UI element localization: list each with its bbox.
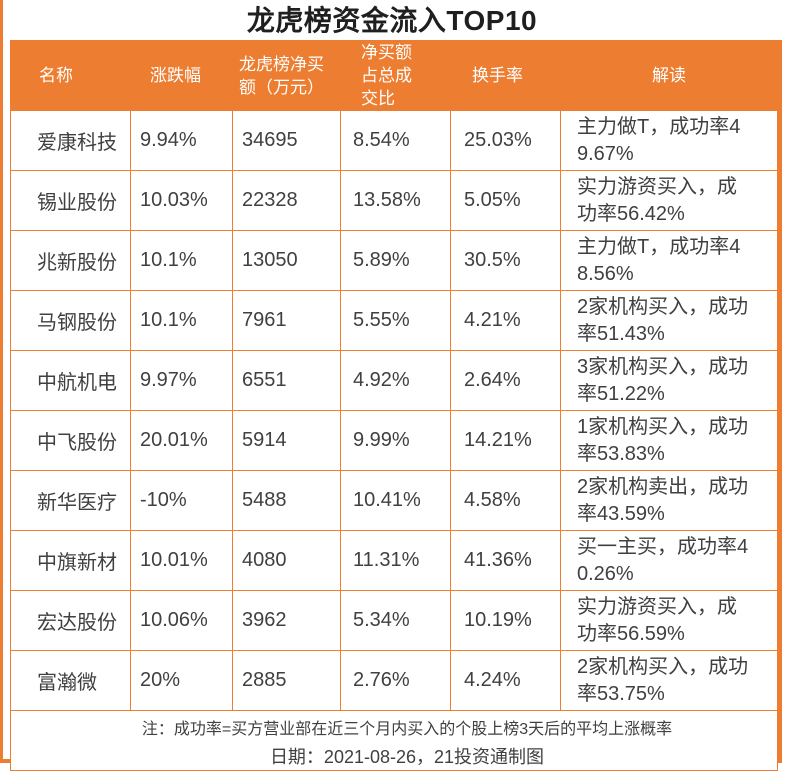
net-buy-amount-cell: 22328 bbox=[232, 170, 341, 231]
net-buy-ratio-cell: 11.31% bbox=[340, 530, 451, 591]
frame-border-left bbox=[0, 0, 3, 763]
frame-border-right bbox=[778, 40, 782, 763]
turnover-rate-cell: 10.19% bbox=[450, 590, 561, 651]
interpretation-cell: 主力做T，成功率48.56% bbox=[560, 230, 778, 291]
table-row: 马钢股份 10.1% 7961 5.55% 4.21% 2家机构买入，成功率51.43% bbox=[10, 290, 778, 351]
interpretation-cell: 主力做T，成功率49.67% bbox=[560, 110, 778, 171]
turnover-rate-cell: 14.21% bbox=[450, 410, 561, 471]
stock-name-cell: 宏达股份 bbox=[10, 590, 131, 651]
change-pct-cell: -10% bbox=[130, 470, 233, 531]
turnover-rate-cell: 4.24% bbox=[450, 650, 561, 711]
net-buy-amount-cell: 13050 bbox=[232, 230, 341, 291]
net-buy-ratio-cell: 4.92% bbox=[340, 350, 451, 411]
turnover-rate-cell: 30.5% bbox=[450, 230, 561, 291]
net-buy-amount-cell: 2885 bbox=[232, 650, 341, 711]
table-row: 爱康科技 9.94% 34695 8.54% 25.03% 主力做T，成功率49.67% bbox=[10, 110, 778, 171]
change-pct-cell: 10.06% bbox=[130, 590, 233, 651]
col-header-net-buy-amount: 龙虎榜净买额（万元） bbox=[232, 40, 341, 111]
col-header-interpretation: 解读 bbox=[560, 40, 778, 111]
page-title: 龙虎榜资金流入TOP10 bbox=[246, 5, 538, 36]
turnover-rate-cell: 2.64% bbox=[450, 350, 561, 411]
turnover-rate-cell: 5.05% bbox=[450, 170, 561, 231]
table-row: 锡业股份 10.03% 22328 13.58% 5.05% 实力游资买入，成功率56.4… bbox=[10, 170, 778, 231]
net-buy-ratio-cell: 5.55% bbox=[340, 290, 451, 351]
date-caption: 日期：2021-08-26，21投资通制图 bbox=[269, 747, 545, 767]
footer-row: 注：成功率=买方营业部在近三个月内买入的个股上榜3天后的平均上涨概率 日期：20… bbox=[10, 710, 778, 771]
turnover-rate-cell: 41.36% bbox=[450, 530, 561, 591]
change-pct-cell: 10.03% bbox=[130, 170, 233, 231]
change-pct-cell: 20% bbox=[130, 650, 233, 711]
net-buy-ratio-cell: 5.89% bbox=[340, 230, 451, 291]
change-pct-cell: 10.1% bbox=[130, 230, 233, 291]
table-row: 中航机电 9.97% 6551 4.92% 2.64% 3家机构买入，成功率51.22% bbox=[10, 350, 778, 411]
stock-name-cell: 兆新股份 bbox=[10, 230, 131, 291]
col-header-net-buy-ratio: 净买额占总成交比 bbox=[340, 40, 451, 111]
table-header: 名称 涨跌幅 龙虎榜净买额（万元） 净买额占总成交比 换手率 解读 bbox=[10, 40, 778, 111]
stock-name-cell: 富瀚微 bbox=[10, 650, 131, 711]
net-buy-ratio-cell: 8.54% bbox=[340, 110, 451, 171]
change-pct-cell: 9.94% bbox=[130, 110, 233, 171]
table-row: 富瀚微 20% 2885 2.76% 4.24% 2家机构买入，成功率53.75% bbox=[10, 650, 778, 711]
table-row: 中飞股份 20.01% 5914 9.99% 14.21% 1家机构买入，成功率53.83… bbox=[10, 410, 778, 471]
stock-name-cell: 中旗新材 bbox=[10, 530, 131, 591]
change-pct-cell: 9.97% bbox=[130, 350, 233, 411]
interpretation-cell: 2家机构买入，成功率53.75% bbox=[560, 650, 778, 711]
stock-name-cell: 中飞股份 bbox=[10, 410, 131, 471]
net-buy-amount-cell: 3962 bbox=[232, 590, 341, 651]
interpretation-cell: 买一主买，成功率40.26% bbox=[560, 530, 778, 591]
change-pct-cell: 10.01% bbox=[130, 530, 233, 591]
net-buy-amount-cell: 34695 bbox=[232, 110, 341, 171]
interpretation-cell: 1家机构买入，成功率53.83% bbox=[560, 410, 778, 471]
net-buy-amount-cell: 4080 bbox=[232, 530, 341, 591]
table-row: 新华医疗 -10% 5488 10.41% 4.58% 2家机构卖出，成功率43.59% bbox=[10, 470, 778, 531]
net-buy-ratio-cell: 2.76% bbox=[340, 650, 451, 711]
net-buy-amount-cell: 5914 bbox=[232, 410, 341, 471]
net-buy-amount-cell: 6551 bbox=[232, 350, 341, 411]
table-row: 兆新股份 10.1% 13050 5.89% 30.5% 主力做T，成功率48.56% bbox=[10, 230, 778, 291]
change-pct-cell: 10.1% bbox=[130, 290, 233, 351]
change-pct-cell: 20.01% bbox=[130, 410, 233, 471]
net-buy-ratio-cell: 9.99% bbox=[340, 410, 451, 471]
stock-name-cell: 锡业股份 bbox=[10, 170, 131, 231]
turnover-rate-cell: 4.21% bbox=[450, 290, 561, 351]
turnover-rate-cell: 4.58% bbox=[450, 470, 561, 531]
net-buy-ratio-cell: 10.41% bbox=[340, 470, 451, 531]
stock-name-cell: 中航机电 bbox=[10, 350, 131, 411]
turnover-rate-cell: 25.03% bbox=[450, 110, 561, 171]
table-row: 宏达股份 10.06% 3962 5.34% 10.19% 实力游资买入，成功率56.59… bbox=[10, 590, 778, 651]
col-header-name: 名称 bbox=[10, 40, 131, 111]
stock-name-cell: 爱康科技 bbox=[10, 110, 131, 171]
stock-name-cell: 新华医疗 bbox=[10, 470, 131, 531]
table-body: 爱康科技 9.94% 34695 8.54% 25.03% 主力做T，成功率49.67% 锡… bbox=[10, 110, 778, 711]
net-buy-ratio-cell: 13.58% bbox=[340, 170, 451, 231]
stock-name-cell: 马钢股份 bbox=[10, 290, 131, 351]
net-buy-amount-cell: 7961 bbox=[232, 290, 341, 351]
net-buy-amount-cell: 5488 bbox=[232, 470, 341, 531]
footnote: 注：成功率=买方营业部在近三个月内买入的个股上榜3天后的平均上涨概率 bbox=[141, 721, 673, 738]
header-row: 名称 涨跌幅 龙虎榜净买额（万元） 净买额占总成交比 换手率 解读 bbox=[10, 40, 778, 111]
interpretation-cell: 2家机构卖出，成功率43.59% bbox=[560, 470, 778, 531]
top10-table: 名称 涨跌幅 龙虎榜净买额（万元） 净买额占总成交比 换手率 解读 爱康科技 9.94% 34… bbox=[10, 40, 778, 771]
table-row: 中旗新材 10.01% 4080 11.31% 41.36% 买一主买，成功率40.26% bbox=[10, 530, 778, 591]
interpretation-cell: 实力游资买入，成功率56.42% bbox=[560, 170, 778, 231]
footer-cell: 注：成功率=买方营业部在近三个月内买入的个股上榜3天后的平均上涨概率 日期：20… bbox=[10, 710, 778, 771]
interpretation-cell: 3家机构买入，成功率51.22% bbox=[560, 350, 778, 411]
table-footer: 注：成功率=买方营业部在近三个月内买入的个股上榜3天后的平均上涨概率 日期：20… bbox=[10, 710, 778, 771]
net-buy-ratio-cell: 5.34% bbox=[340, 590, 451, 651]
interpretation-cell: 实力游资买入，成功率56.59% bbox=[560, 590, 778, 651]
col-header-change-pct: 涨跌幅 bbox=[130, 40, 233, 111]
col-header-turnover-rate: 换手率 bbox=[450, 40, 561, 111]
interpretation-cell: 2家机构买入，成功率51.43% bbox=[560, 290, 778, 351]
